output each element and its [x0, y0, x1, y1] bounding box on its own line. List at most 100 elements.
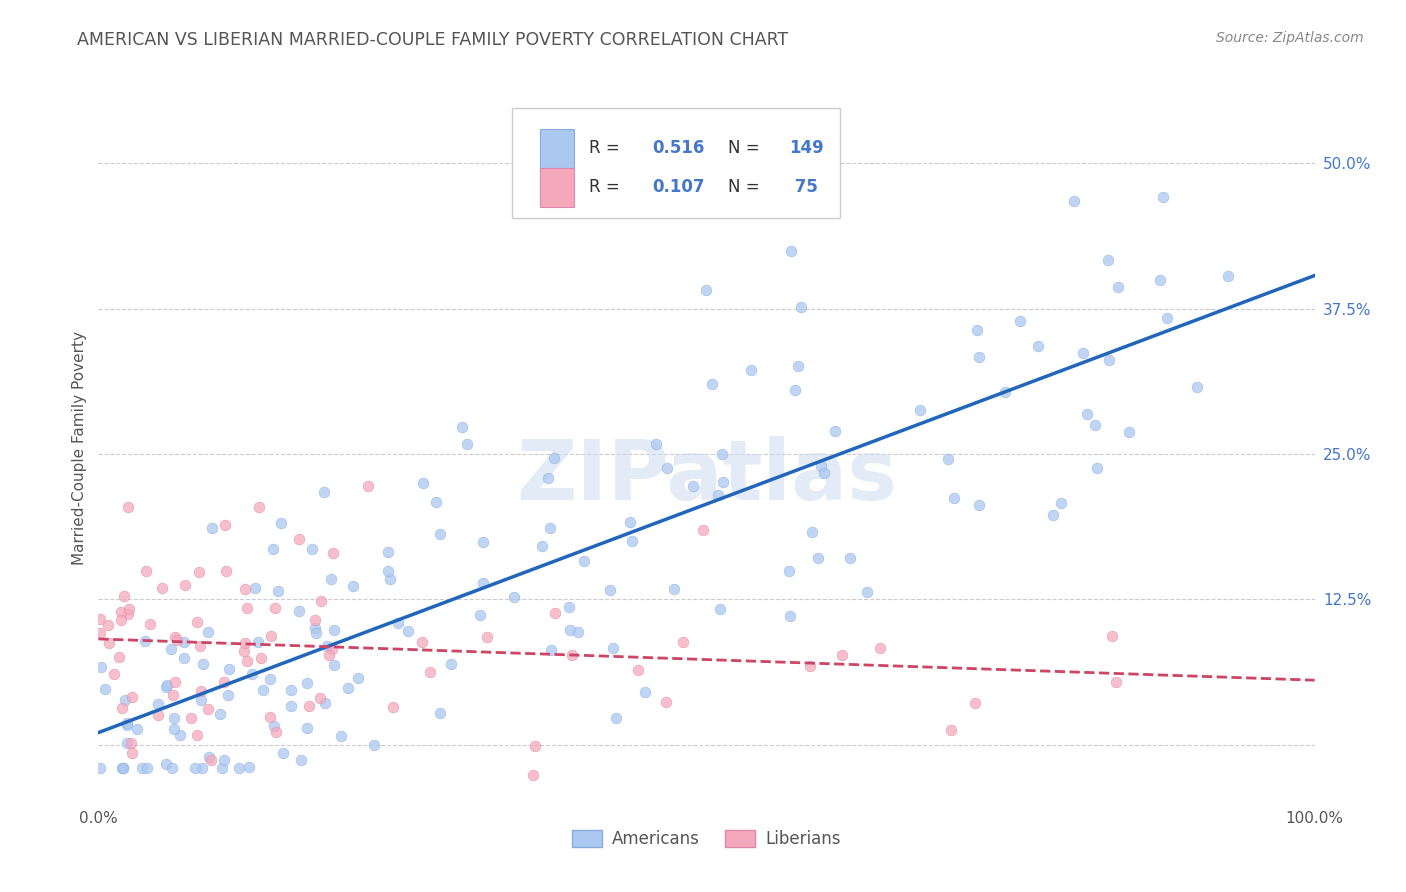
Legend: Americans, Liberians: Americans, Liberians	[565, 823, 848, 855]
Point	[212, 675, 235, 690]
Point	[1063, 194, 1085, 208]
Point	[692, 523, 714, 537]
Point	[440, 657, 463, 672]
Point	[156, 678, 179, 692]
Point	[89, 612, 111, 626]
Point	[112, 589, 135, 603]
Point	[295, 676, 318, 690]
Point	[540, 642, 562, 657]
Point	[824, 424, 846, 438]
Point	[1152, 190, 1174, 204]
Point	[166, 633, 188, 648]
Point	[267, 583, 290, 598]
Point	[1101, 630, 1123, 644]
Text: 0.107: 0.107	[652, 178, 704, 196]
Point	[657, 461, 679, 475]
Point	[249, 651, 271, 665]
Point	[180, 710, 202, 724]
Point	[111, 701, 134, 715]
Point	[1105, 675, 1128, 690]
Point	[314, 484, 336, 499]
Point	[855, 585, 877, 599]
Point	[380, 573, 402, 587]
Point	[451, 420, 474, 434]
Point	[186, 615, 208, 630]
Point	[619, 515, 641, 529]
Point	[188, 640, 211, 654]
Point	[969, 350, 991, 364]
Text: ZIPatlas: ZIPatlas	[516, 436, 897, 517]
Point	[1118, 425, 1140, 439]
Point	[967, 499, 990, 513]
Point	[304, 621, 326, 635]
Point	[197, 625, 219, 640]
Point	[318, 648, 340, 662]
Point	[311, 594, 333, 608]
Point	[574, 553, 596, 567]
Point	[662, 582, 685, 596]
Point	[280, 698, 302, 713]
Point	[377, 545, 399, 559]
Point	[605, 711, 627, 725]
Point	[238, 760, 260, 774]
Point	[214, 753, 236, 767]
Point	[1071, 345, 1094, 359]
Point	[396, 624, 419, 638]
Point	[377, 564, 399, 578]
Point	[163, 674, 186, 689]
Point	[644, 436, 666, 450]
Point	[908, 402, 931, 417]
Point	[468, 608, 491, 623]
Point	[111, 761, 134, 775]
Point	[260, 629, 283, 643]
Point	[184, 761, 207, 775]
Point	[1085, 460, 1108, 475]
Point	[1008, 314, 1031, 328]
Point	[682, 478, 704, 492]
Point	[1156, 310, 1178, 325]
Point	[264, 601, 287, 615]
Point	[537, 471, 560, 485]
Point	[290, 753, 312, 767]
Point	[411, 635, 433, 649]
Point	[211, 761, 233, 775]
Point	[538, 521, 561, 535]
Point	[963, 696, 986, 710]
Point	[304, 613, 326, 627]
Point	[288, 533, 311, 547]
Point	[110, 605, 132, 619]
Point	[329, 729, 352, 743]
Point	[117, 715, 139, 730]
Point	[214, 517, 236, 532]
Point	[94, 681, 117, 696]
Point	[943, 491, 966, 505]
Point	[262, 541, 284, 556]
Text: 0.516: 0.516	[652, 139, 704, 157]
Point	[523, 739, 546, 754]
Point	[342, 579, 364, 593]
Point	[807, 551, 830, 566]
Point	[118, 602, 141, 616]
Point	[790, 300, 813, 314]
Point	[301, 541, 323, 556]
Point	[323, 658, 346, 673]
Point	[190, 684, 212, 698]
Text: Source: ZipAtlas.com: Source: ZipAtlas.com	[1216, 31, 1364, 45]
Point	[131, 761, 153, 775]
Point	[382, 700, 405, 714]
Point	[322, 624, 344, 638]
Point	[150, 582, 173, 596]
Text: R =: R =	[589, 139, 624, 157]
Point	[695, 283, 717, 297]
Point	[412, 476, 434, 491]
Point	[994, 384, 1017, 399]
Point	[125, 723, 148, 737]
Point	[700, 377, 723, 392]
Point	[217, 688, 239, 702]
Point	[298, 698, 321, 713]
Point	[939, 723, 962, 738]
Point	[429, 527, 451, 541]
Point	[1216, 269, 1239, 284]
Point	[247, 634, 270, 648]
Bar	[540, 129, 574, 168]
